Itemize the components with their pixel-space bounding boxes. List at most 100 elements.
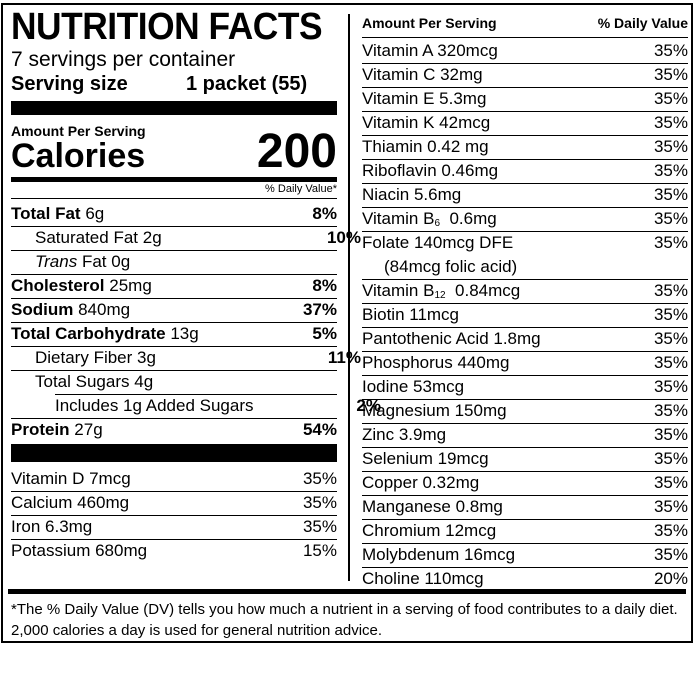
divider [11, 539, 337, 540]
vitamin-row: Pantothenic Acid 1.8mg 35% [362, 327, 688, 351]
divider [11, 250, 337, 251]
divider [11, 274, 337, 275]
vitamin-label: Pantothenic Acid 1.8mg [362, 329, 541, 348]
calories-label: Calories [11, 137, 146, 175]
divider [362, 111, 688, 112]
vitamin-pct: 35% [653, 281, 688, 300]
vitamin-row: Manganese 0.8mg 35% [362, 495, 688, 519]
vitamin-pct: 20% [653, 569, 688, 588]
mineral-pct: 15% [302, 541, 337, 560]
vitamin-label: Thiamin 0.42 mg [362, 137, 489, 156]
nutrient-row-total-fat: Total Fat 6g 8% [11, 202, 337, 226]
vitamin-row: Selenium 19mcg 35% [362, 447, 688, 471]
vitamin-label: Choline 110mcg [362, 569, 484, 588]
right-header: Amount Per Serving % Daily Value [362, 15, 688, 32]
vitamin-amount: 0.84mcg [445, 281, 521, 300]
mineral-row-potassium: Potassium 680mg 15% [11, 539, 337, 563]
vitamin-row-folate-note: (84mcg folic acid) [362, 255, 700, 279]
mineral-row-calcium: Calcium 460mg 35% [11, 491, 337, 515]
vitamin-row: Vitamin E 5.3mg 35% [362, 87, 688, 111]
nutrient-row-trans-fat: Trans Fat 0g [11, 250, 361, 274]
divider [362, 543, 688, 544]
medium-divider [11, 177, 337, 182]
divider [362, 37, 688, 38]
divider [362, 207, 688, 208]
vitamin-label: Iodine 53mcg [362, 377, 465, 396]
nutrient-amount: 3g [137, 348, 156, 367]
divider [362, 447, 688, 448]
nutrient-row-saturated-fat: Saturated Fat 2g 10% [11, 226, 361, 250]
mineral-row-vitamin-d: Vitamin D 7mcg 35% [11, 467, 337, 491]
nutrient-amount: 6g [85, 204, 105, 223]
divider [362, 375, 688, 376]
divider [11, 418, 337, 419]
nutrient-pct: 11% [327, 348, 361, 367]
vitamin-amount: 0.6mg [440, 209, 497, 228]
vitamin-label: Phosphorus 440mg [362, 353, 510, 372]
vitamin-label: Selenium 19mcg [362, 449, 489, 468]
vitamin-label: Riboflavin 0.46mg [362, 161, 499, 180]
panel-title: NUTRITION FACTS [11, 6, 323, 48]
serving-size-value: 1 packet (55) [186, 73, 308, 95]
vitamin-label: Niacin 5.6mg [362, 185, 462, 204]
vitamin-row-folate: Folate 140mcg DFE 35% [362, 231, 688, 255]
vitamin-label: Vitamin B [362, 281, 435, 300]
vitamin-pct: 35% [653, 65, 688, 84]
nutrient-pct: 5% [312, 324, 337, 343]
daily-value-header: % Daily Value [597, 15, 688, 31]
nutrient-name: Saturated Fat [35, 228, 139, 247]
thick-divider [11, 101, 337, 115]
vitamin-label: Vitamin C 32mg [362, 65, 483, 84]
footnote: *The % Daily Value (DV) tells you how mu… [11, 601, 678, 639]
nutrient-name: Protein [11, 420, 70, 439]
vitamin-pct: 35% [653, 41, 688, 60]
nutrient-pct: 37% [302, 300, 337, 319]
nutrient-name: Total Sugars [35, 372, 130, 391]
vitamin-pct: 35% [653, 449, 688, 468]
nutrient-row-dietary-fiber: Dietary Fiber 3g 11% [11, 346, 361, 370]
divider [11, 298, 337, 299]
vitamin-label: Copper 0.32mg [362, 473, 480, 492]
servings-per-container: 7 servings per container [11, 48, 236, 71]
nutrient-row-cholesterol: Cholesterol 25mg 8% [11, 274, 337, 298]
divider [55, 394, 337, 395]
nutrient-name: Fat [81, 252, 107, 271]
amount-per-serving-label: Amount Per Serving [362, 15, 497, 31]
nutrient-name: Total Fat [11, 204, 81, 223]
vitamin-row: Chromium 12mcg 35% [362, 519, 688, 543]
divider [11, 322, 337, 323]
divider [362, 351, 688, 352]
vitamin-row: Niacin 5.6mg 35% [362, 183, 688, 207]
divider [362, 231, 688, 232]
divider [11, 515, 337, 516]
serving-size-row: Serving size 1 packet (55) [11, 72, 337, 96]
nutrient-pct: 8% [312, 276, 337, 295]
column-divider [348, 14, 350, 581]
vitamin-row: Iodine 53mcg 35% [362, 375, 688, 399]
nutrient-name: Includes 1g Added Sugars [55, 396, 254, 415]
nutrient-row-added-sugars: Includes 1g Added Sugars 2% [11, 394, 381, 418]
divider [11, 370, 337, 371]
vitamin-row: Vitamin C 32mg 35% [362, 63, 688, 87]
vitamin-label: Vitamin A 320mcg [362, 41, 498, 60]
nutrient-pct: 10% [326, 228, 361, 247]
daily-value-header: % Daily Value* [265, 183, 337, 195]
vitamin-pct: 35% [653, 185, 688, 204]
vitamin-label: Vitamin E 5.3mg [362, 89, 487, 108]
nutrition-facts-panel: NUTRITION FACTS 7 servings per container… [1, 3, 693, 643]
divider [11, 226, 337, 227]
vitamin-subscript: 6 [434, 218, 441, 229]
mineral-pct: 35% [302, 517, 337, 536]
vitamin-pct: 35% [653, 545, 688, 564]
divider [362, 279, 688, 280]
vitamin-row-b12: Vitamin B12 0.84mcg 35% [362, 279, 688, 303]
vitamin-row: Vitamin A 320mcg 35% [362, 39, 688, 63]
vitamin-subscript: 12 [434, 290, 446, 301]
vitamin-row: Choline 110mcg 20% [362, 567, 688, 591]
nutrient-pct: 54% [302, 420, 337, 439]
footnote-divider [8, 589, 686, 594]
vitamin-pct: 35% [653, 89, 688, 108]
nutrient-pct: 2% [356, 396, 381, 415]
vitamin-row: Copper 0.32mg 35% [362, 471, 688, 495]
vitamin-label: Biotin 11mcg [362, 305, 460, 324]
